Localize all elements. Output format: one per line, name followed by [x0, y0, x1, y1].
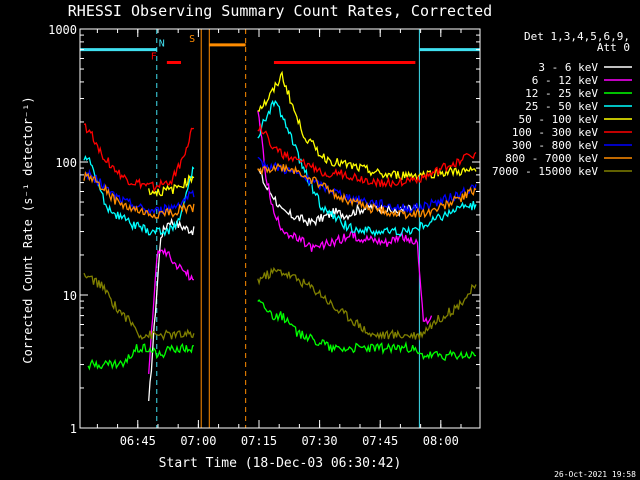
axes-layer: 1 10 100 1000 06:45 07:00 07:15 07:30 07:45 08:00	[48, 23, 481, 448]
x-tick-label: 07:15	[241, 434, 277, 448]
night-flag-label: N	[159, 39, 165, 50]
series-line-800-7000-kev	[83, 162, 477, 220]
legend-label: 100 - 300 keV	[512, 126, 598, 139]
saa-flag-label: S	[189, 34, 195, 45]
legend-header-1: Att 0	[597, 41, 630, 54]
y-tick-label: 1000	[48, 23, 77, 37]
x-tick-label: 07:45	[362, 434, 398, 448]
legend-label: 50 - 100 keV	[519, 113, 599, 126]
x-axis-label: Start Time (18-Dec-03 06:30:42)	[159, 456, 402, 471]
series-line-25-50-kev	[83, 99, 477, 238]
y-axis-label: Corrected Count Rate (s⁻¹ detector⁻¹)	[21, 96, 35, 363]
plot-frame	[79, 28, 481, 429]
x-tick-label: 07:00	[180, 434, 216, 448]
legend-header-0: Det 1,3,4,5,6,9,	[524, 30, 630, 43]
flare-flag-label: F	[151, 51, 157, 62]
chart-title: RHESSI Observing Summary Count Rates, Co…	[68, 2, 492, 20]
x-tick-label: 08:00	[423, 434, 459, 448]
footer-date: 26-Oct-2021 19:58	[554, 470, 636, 479]
x-tick-label: 06:45	[120, 434, 156, 448]
legend-label: 12 - 25 keV	[525, 87, 598, 100]
legend-label: 25 - 50 keV	[525, 100, 598, 113]
series-line-6-12-kev	[148, 110, 433, 374]
legend-label: 6 - 12 keV	[532, 74, 599, 87]
y-tick-label: 10	[63, 289, 77, 303]
x-tick-label: 07:30	[302, 434, 338, 448]
legend-label: 800 - 7000 keV	[505, 152, 598, 165]
legend-label: 300 - 800 keV	[512, 139, 598, 152]
series-line-7000-15000-kev	[83, 266, 477, 341]
y-axis-label-group: Corrected Count Rate (s⁻¹ detector⁻¹)	[21, 96, 35, 363]
y-tick-label: 1	[70, 422, 77, 436]
series-line-12-25-kev	[87, 299, 476, 371]
legend-label: 7000 - 15000 keV	[492, 165, 598, 178]
legend-label: 3 - 6 keV	[538, 61, 598, 74]
series-line-100-300-kev	[83, 123, 477, 193]
y-tick-label: 100	[55, 156, 77, 170]
plot-layer: NF S	[80, 29, 481, 428]
